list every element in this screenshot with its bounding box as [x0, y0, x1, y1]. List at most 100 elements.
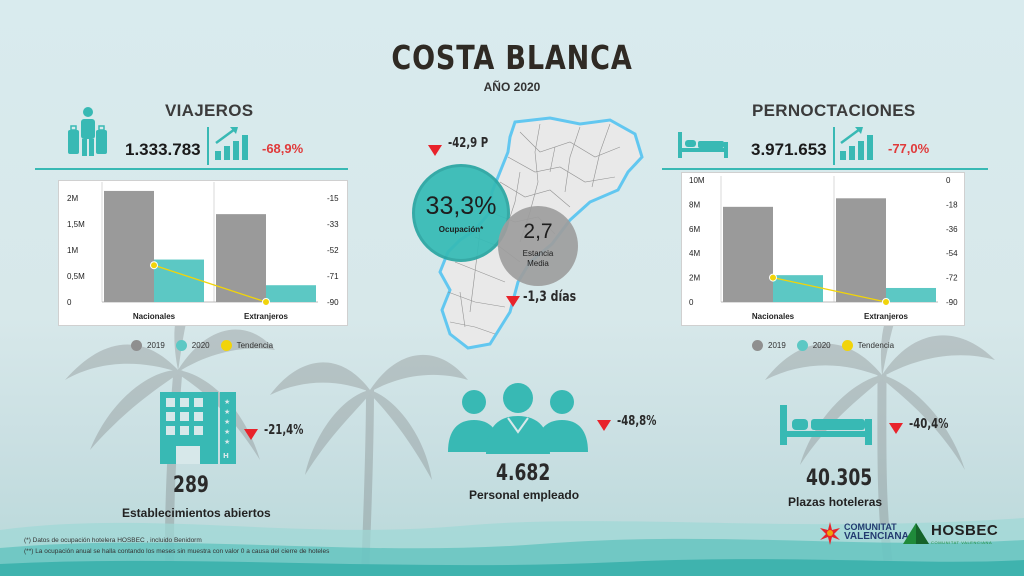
- legend-swatch-tendencia: [841, 340, 853, 351]
- occupation-change-indicator: [428, 145, 442, 156]
- establecimientos-value: 289: [173, 473, 209, 498]
- personal-change-indicator: [597, 420, 611, 431]
- staff-people-icon: [448, 383, 588, 454]
- legend-label-2020: 2020: [191, 341, 210, 350]
- pernoctaciones-y2-tick: -90: [946, 298, 958, 307]
- pernoctaciones-trend-point: [882, 298, 890, 306]
- footnote-2: (**) La ocupación anual se halla contand…: [24, 548, 330, 555]
- svg-text:★: ★: [224, 398, 230, 406]
- occupation-label: Ocupación*: [438, 225, 484, 234]
- stay-label-line1: Estancia: [522, 249, 554, 258]
- svg-text:★: ★: [224, 428, 230, 436]
- hosbec-logo-subtitle: COMUNITAT VALENCIANA: [931, 540, 993, 545]
- legend-label-tendencia: Tendencia: [236, 341, 274, 350]
- legend-swatch-2019: [131, 340, 142, 351]
- svg-text:★: ★: [224, 418, 230, 426]
- pernoctaciones-title: PERNOCTACIONES: [752, 101, 916, 120]
- footnote-1: (*) Datos de ocupación hotelera HOSBEC ,…: [24, 537, 202, 544]
- viajeros-y2-tick: -71: [327, 272, 339, 281]
- viajeros-y-tick: 1,5M: [67, 220, 85, 229]
- viajeros-y2-tick: -15: [327, 194, 339, 203]
- legend-label-2019: 2019: [147, 341, 165, 350]
- growth-chart-icon: [215, 127, 248, 160]
- wave-decoration: [0, 518, 1024, 576]
- viajeros-y2-tick: -52: [327, 246, 339, 255]
- hotel-building-icon: ★ ★ ★ ★ ★ H: [160, 392, 236, 464]
- pernoctaciones-legend: 2019 2020 Tendencia: [752, 340, 894, 351]
- viajeros-bar-2020-nacionales: [154, 259, 204, 302]
- stay-change: -1,3 días: [523, 289, 577, 305]
- personal-change: -48,8%: [617, 414, 657, 429]
- pernoctaciones-y2-tick: -18: [946, 200, 958, 209]
- down-arrow-icon: [889, 423, 903, 434]
- legend-swatch-2019: [752, 340, 763, 351]
- viajeros-y2-tick: -33: [327, 220, 339, 229]
- pernoctaciones-bar-2019-nacionales: [723, 206, 773, 302]
- pernoctaciones-y2-tick: -36: [946, 225, 958, 234]
- viajeros-trend-point: [150, 261, 158, 270]
- viajeros-chart: 2M 1,5M 1M 0,5M 0 -15 -33 -52 -71 -90 Nacionales Ex…: [58, 180, 348, 326]
- viajeros-y-tick: 0,5M: [67, 272, 85, 281]
- hotel-bed-icon: [780, 405, 872, 445]
- establecimientos-label: Establecimientos abiertos: [122, 506, 271, 520]
- page-title: COSTA BLANCA: [391, 38, 633, 77]
- logo-line-1: COMUNITAT: [844, 522, 897, 532]
- viajeros-y-tick: 2M: [67, 194, 78, 203]
- pernoctaciones-x-tick: Extranjeros: [864, 312, 909, 321]
- logo-line-2: VALENCIANA: [844, 531, 909, 542]
- viajeros-y-tick: 1M: [67, 246, 78, 255]
- hosbec-logo-icon: [903, 523, 929, 544]
- occupation-change: -42,9 P: [448, 136, 489, 151]
- stay-change-indicator: [506, 296, 520, 307]
- viajeros-y2-tick: -90: [327, 298, 339, 307]
- pernoctaciones-chart-svg: 10M 8M 6M 4M 2M 0 0 -18 -36 -54 -72 -90 Nacionales Ex…: [689, 176, 958, 321]
- hosbec-logo: HOSBEC: [931, 522, 999, 539]
- plazas-value: 40.305: [806, 466, 873, 491]
- plazas-change-indicator: [889, 423, 903, 434]
- pernoctaciones-y2-tick: -54: [946, 249, 958, 258]
- pernoctaciones-trend-line: [772, 276, 887, 303]
- stay-value: 2,7: [523, 220, 553, 243]
- pernoctaciones-y-tick: 0: [689, 298, 694, 307]
- viajeros-bar-2019-nacionales: [104, 190, 154, 302]
- viajeros-bar-2020-extranjeros: [266, 285, 316, 302]
- establecimientos-change: -21,4%: [264, 423, 304, 438]
- pernoctaciones-total: 3.971.653: [751, 140, 827, 159]
- viajeros-x-tick: Extranjeros: [244, 312, 289, 321]
- pernoctaciones-y2-tick: -72: [946, 274, 958, 283]
- pernoctaciones-trend-point: [769, 273, 777, 282]
- pernoctaciones-y2-tick: 0: [946, 176, 951, 185]
- growth-chart-icon: [840, 127, 873, 160]
- pernoctaciones-x-tick: Nacionales: [752, 312, 795, 321]
- svg-text:H: H: [223, 452, 229, 460]
- personal-label: Personal empleado: [469, 488, 580, 502]
- occupation-bubble: [412, 164, 510, 262]
- pernoctaciones-bar-2019-extranjeros: [836, 198, 886, 302]
- legend-swatch-2020: [175, 340, 187, 351]
- plazas-change: -40,4%: [909, 417, 949, 432]
- comunitat-valenciana-logo-icon: [820, 522, 840, 545]
- divider: [833, 127, 835, 165]
- legend-swatch-tendencia: [220, 340, 232, 351]
- pernoctaciones-y-tick: 2M: [689, 274, 700, 283]
- legend-label-2020: 2020: [812, 341, 831, 350]
- stay-bubble: [498, 206, 578, 286]
- viajeros-total: 1.333.783: [125, 140, 201, 159]
- traveler-luggage-icon: [68, 107, 107, 156]
- legend-label-2019: 2019: [768, 341, 786, 350]
- pernoctaciones-y-tick: 10M: [689, 176, 705, 185]
- stay-label-line2: Media: [527, 259, 549, 268]
- legend-label-tendencia: Tendencia: [857, 341, 895, 350]
- down-arrow-icon: [597, 420, 611, 431]
- pernoctaciones-y-tick: 4M: [689, 249, 700, 258]
- viajeros-y-tick: 0: [67, 298, 72, 307]
- plazas-label: Plazas hoteleras: [788, 495, 883, 509]
- svg-text:★: ★: [224, 438, 230, 446]
- viajeros-x-tick: Nacionales: [133, 312, 176, 321]
- pernoctaciones-bar-2020-extranjeros: [886, 287, 936, 302]
- legend-swatch-2020: [796, 340, 808, 351]
- svg-text:★: ★: [224, 408, 230, 416]
- down-arrow-icon: [428, 145, 442, 156]
- establecimientos-change-indicator: [244, 429, 258, 440]
- viajeros-legend: 2019 2020 Tendencia: [131, 340, 273, 351]
